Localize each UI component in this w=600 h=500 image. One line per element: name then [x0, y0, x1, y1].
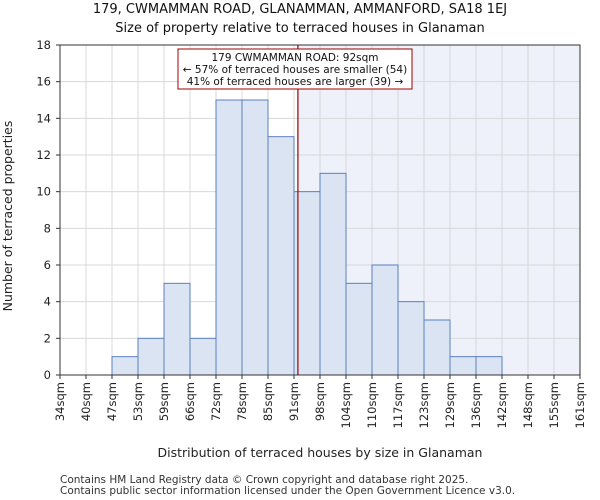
chart-title: 179, CWMAMMAN ROAD, GLANAMMAN, AMMANFORD… [93, 2, 507, 17]
bar-59sqm [163, 282, 191, 376]
x-tick-label: 40sqm [79, 382, 93, 421]
x-tick-label: 104sqm [339, 382, 353, 428]
x-tick-label: 85sqm [261, 382, 275, 421]
y-axis-ticks: 0 2 4 6 8 10 12 14 16 18 [36, 38, 60, 382]
x-tick-label: 98sqm [313, 382, 327, 421]
x-tick-label: 155sqm [547, 382, 561, 428]
bars [111, 99, 503, 376]
x-tick-label: 117sqm [391, 382, 405, 428]
x-tick-label: 47sqm [105, 382, 119, 421]
y-tick-label: 2 [44, 331, 51, 345]
bar-78sqm [241, 99, 269, 376]
x-tick-label: 123sqm [417, 382, 431, 428]
x-tick-label: 129sqm [443, 382, 457, 428]
x-tick-label: 66sqm [183, 382, 197, 421]
bar-72sqm [215, 99, 243, 376]
x-tick-label: 110sqm [365, 382, 379, 428]
bar-53sqm [137, 337, 165, 376]
x-tick-label: 142sqm [495, 382, 509, 428]
bar-123sqm [423, 319, 451, 376]
y-tick-label: 18 [36, 38, 51, 52]
x-tick-label: 91sqm [287, 382, 301, 421]
x-axis-ticks: 34sqm 40sqm 47sqm 53sqm 59sqm 66sqm 72sqm 78sqm… [53, 375, 587, 428]
footer-line-2: Contains public sector information licen… [60, 485, 515, 497]
bar-104sqm [345, 282, 373, 376]
bar-98sqm [319, 172, 347, 376]
bar-129sqm [449, 356, 477, 376]
y-tick-label: 12 [36, 148, 51, 162]
annotation-line-3: 41% of terraced houses are larger (39) → [187, 76, 404, 88]
y-tick-label: 10 [36, 185, 51, 199]
bar-66sqm [189, 337, 217, 376]
x-tick-label: 53sqm [131, 382, 145, 421]
y-tick-label: 6 [44, 258, 51, 272]
y-tick-label: 14 [36, 111, 51, 125]
x-tick-label: 72sqm [209, 382, 223, 421]
x-tick-label: 59sqm [157, 382, 171, 421]
annotation-box: 179 CWMAMMAN ROAD: 92sqm ← 57% of terrac… [177, 48, 413, 90]
y-tick-label: 0 [44, 368, 51, 382]
bar-47sqm [111, 356, 139, 376]
bar-85sqm [267, 136, 295, 376]
x-tick-label: 136sqm [469, 382, 483, 428]
y-tick-label: 4 [44, 295, 51, 309]
bar-110sqm [371, 264, 399, 376]
y-tick-label: 16 [36, 75, 51, 89]
chart-subtitle: Size of property relative to terraced ho… [115, 21, 484, 36]
x-tick-label: 161sqm [573, 382, 587, 428]
x-axis-label: Distribution of terraced houses by size … [158, 445, 483, 460]
x-tick-label: 34sqm [53, 382, 67, 421]
annotation-line-2: ← 57% of terraced houses are smaller (54… [183, 64, 407, 76]
x-tick-label: 148sqm [521, 382, 535, 428]
x-tick-label: 78sqm [235, 382, 249, 421]
y-axis-label: Number of terraced properties [0, 121, 15, 312]
annotation-line-1: 179 CWMAMMAN ROAD: 92sqm [211, 52, 378, 64]
bar-136sqm [475, 356, 503, 376]
y-tick-label: 8 [44, 221, 51, 235]
footer-line-1: Contains HM Land Registry data © Crown c… [60, 474, 468, 486]
bar-117sqm [397, 301, 425, 376]
